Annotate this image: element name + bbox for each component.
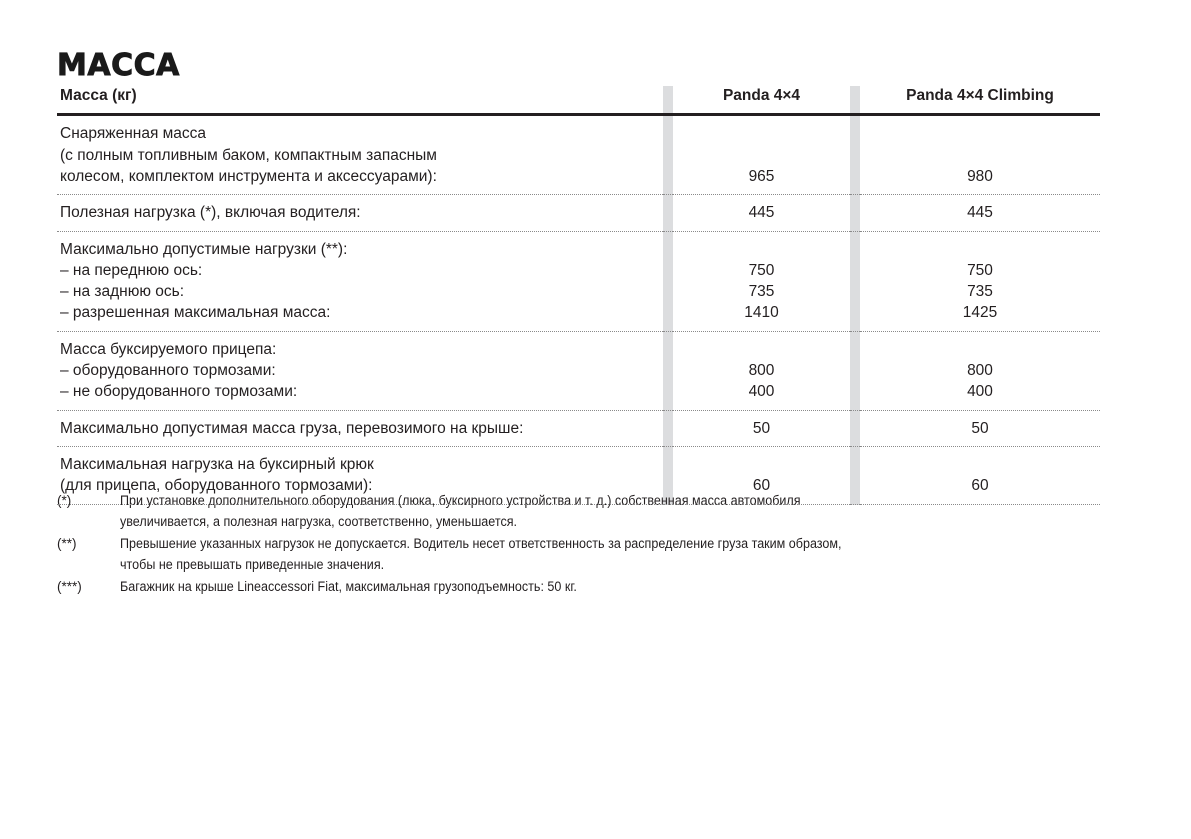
row-label-cell: Максимально допустимая масса груза, пере… bbox=[57, 410, 663, 447]
row-value: 800 bbox=[748, 362, 775, 380]
header-cell-panda-4x4-climbing: Panda 4×4 Climbing bbox=[860, 86, 1100, 117]
row-value: 800 bbox=[967, 362, 993, 380]
row-value-cell-panda-4x4-climbing: 60 bbox=[860, 446, 1100, 505]
row-value-cell-panda-4x4-climbing: 445 bbox=[860, 194, 1100, 232]
row-label-line: – на переднюю ось: bbox=[60, 261, 203, 279]
row-value-cell-panda-4x4: 445 bbox=[673, 194, 850, 232]
row-label-cell: Масса буксируемого прицепа: – оборудованн… bbox=[57, 331, 663, 411]
row-label-cell: Полезная нагрузка (*), включая водителя: bbox=[57, 194, 663, 232]
row-value: 50 bbox=[752, 419, 771, 437]
table-body: Снаряженная масса (с полным топливным бак… bbox=[57, 114, 1100, 505]
row-label-line: – на заднюю ось: bbox=[60, 283, 185, 301]
row-gap-cell-2 bbox=[850, 231, 860, 332]
row-label-line: Снаряженная масса bbox=[60, 125, 207, 143]
row-gap-cell-1 bbox=[663, 331, 673, 411]
row-label-line: Максимально допустимая масса груза, пере… bbox=[60, 419, 524, 437]
footnote-text-line: увеличивается, а полезная нагрузка, соот… bbox=[120, 514, 518, 529]
row-label-line: – оборудованного тормозами: bbox=[60, 362, 276, 380]
header-cell-gap-1 bbox=[663, 86, 673, 117]
row-label-line: (с полным топливным баком, компактным за… bbox=[60, 146, 437, 164]
row-value: 445 bbox=[748, 204, 775, 222]
row-label-line: колесом, комплектом инструмента и аксесс… bbox=[60, 167, 437, 185]
row-label-line: Максимальная нагрузка на буксирный крюк bbox=[60, 455, 374, 473]
footnote-text-line: Превышение указанных нагрузок не допуска… bbox=[120, 536, 842, 551]
row-gap-cell-1 bbox=[663, 194, 673, 232]
table-row: Масса буксируемого прицепа: – оборудованн… bbox=[57, 331, 1100, 411]
footnote-text: Багажник на крыше Lineaccessori Fiat, ма… bbox=[120, 576, 1038, 597]
row-value: 1410 bbox=[744, 304, 779, 322]
mass-specifications-table: Масса (кг) Panda 4×4 Panda 4×4 Climbing … bbox=[57, 86, 1100, 505]
header-cell-label: Масса (кг) bbox=[57, 86, 663, 117]
row-value: 400 bbox=[967, 383, 993, 401]
table-header-row: Масса (кг) Panda 4×4 Panda 4×4 Climbing bbox=[57, 86, 1100, 117]
row-gap-cell-2 bbox=[850, 446, 860, 505]
row-value: 50 bbox=[971, 419, 989, 437]
row-value-cell-panda-4x4-climbing: 50 bbox=[860, 410, 1100, 447]
row-value: 965 bbox=[748, 167, 775, 185]
row-gap-cell-1 bbox=[663, 410, 673, 447]
footnote-item: (***) Багажник на крыше Lineaccessori Fia… bbox=[57, 576, 1107, 597]
row-label-line: Максимально допустимые нагрузки (**): bbox=[60, 240, 348, 258]
row-value-cell-panda-4x4: 800 400 bbox=[673, 331, 850, 411]
row-label-cell: Максимально допустимые нагрузки (**): – н… bbox=[57, 231, 663, 332]
footnote-text: Превышение указанных нагрузок не допуска… bbox=[120, 533, 1038, 575]
row-value: 750 bbox=[967, 261, 993, 279]
table-row: Максимальная нагрузка на буксирный крюк (… bbox=[57, 446, 1100, 505]
specifications-table: Масса (кг) Panda 4×4 Panda 4×4 Climbing … bbox=[57, 86, 1100, 505]
row-value-cell-panda-4x4-climbing: 800 400 bbox=[860, 331, 1100, 411]
row-value: 750 bbox=[748, 261, 775, 279]
table-row: Максимально допустимые нагрузки (**): – н… bbox=[57, 231, 1100, 332]
footnote-text-line: Багажник на крыше Lineaccessori Fiat, ма… bbox=[120, 579, 577, 594]
table-row: Полезная нагрузка (*), включая водителя:… bbox=[57, 194, 1100, 232]
row-value-cell-panda-4x4-climbing: 750 735 1425 bbox=[860, 231, 1100, 332]
footnote-text-line: чтобы не превышать приведенные значения. bbox=[120, 557, 385, 572]
footnote-marker: (**) bbox=[57, 536, 77, 551]
row-label-cell: Снаряженная масса (с полным топливным бак… bbox=[57, 114, 663, 196]
row-value: 1425 bbox=[962, 304, 998, 322]
row-value: 60 bbox=[752, 477, 771, 495]
row-value-cell-panda-4x4: 750 735 1410 bbox=[673, 231, 850, 332]
footnotes-section: (*) При установке дополнительного оборудо… bbox=[57, 490, 1107, 598]
header-cell-gap-2 bbox=[850, 86, 860, 117]
row-gap-cell-2 bbox=[850, 410, 860, 447]
row-value-cell-panda-4x4: 965 bbox=[673, 114, 850, 196]
row-gap-cell-2 bbox=[850, 331, 860, 411]
row-label-line: (для прицепа, оборудованного тормозами): bbox=[60, 477, 373, 495]
row-value: 445 bbox=[967, 204, 993, 222]
header-cell-panda-4x4: Panda 4×4 bbox=[673, 86, 850, 117]
row-label-line: Масса буксируемого прицепа: bbox=[60, 340, 277, 358]
row-label-line: – не оборудованного тормозами: bbox=[60, 383, 298, 401]
footnote-marker: (***) bbox=[57, 579, 82, 594]
footnote-item: (**) Превышение указанных нагрузок не доп… bbox=[57, 533, 1107, 575]
row-value: 735 bbox=[967, 283, 993, 301]
row-value: 980 bbox=[967, 167, 993, 185]
row-gap-cell-2 bbox=[850, 194, 860, 232]
row-label-line: Полезная нагрузка (*), включая водителя: bbox=[60, 204, 361, 222]
row-value-cell-panda-4x4-climbing: 980 bbox=[860, 114, 1100, 196]
row-label-cell: Максимальная нагрузка на буксирный крюк (… bbox=[57, 446, 663, 505]
row-value: 735 bbox=[748, 283, 775, 301]
row-value-cell-panda-4x4: 60 bbox=[673, 446, 850, 505]
table-row: Снаряженная масса (с полным топливным бак… bbox=[57, 114, 1100, 196]
page-title: МАССА bbox=[57, 48, 180, 84]
row-gap-cell-1 bbox=[663, 114, 673, 196]
row-gap-cell-1 bbox=[663, 231, 673, 332]
row-value: 400 bbox=[748, 383, 775, 401]
row-label-line: – разрешенная максимальная масса: bbox=[60, 304, 331, 322]
row-value: 60 bbox=[971, 477, 989, 495]
row-gap-cell-2 bbox=[850, 114, 860, 196]
row-gap-cell-1 bbox=[663, 446, 673, 505]
table-row: Максимально допустимая масса груза, пере… bbox=[57, 410, 1100, 447]
row-value-cell-panda-4x4: 50 bbox=[673, 410, 850, 447]
